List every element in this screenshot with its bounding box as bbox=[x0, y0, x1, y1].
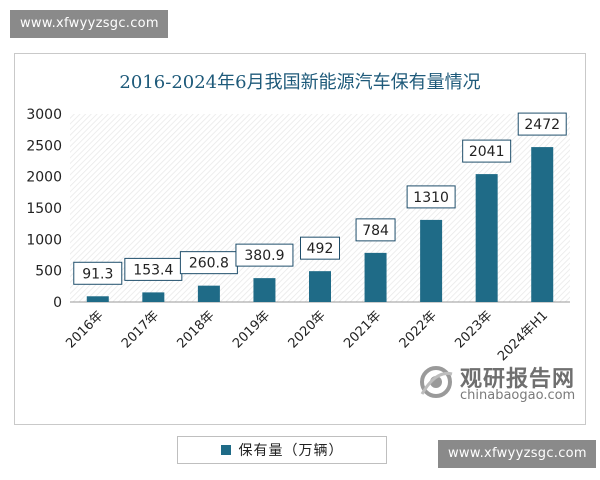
y-tick-label: 2500 bbox=[26, 138, 62, 154]
data-label: 91.3 bbox=[82, 266, 113, 282]
y-tick-label: 2000 bbox=[26, 170, 62, 186]
data-label-box bbox=[300, 236, 340, 260]
legend-label: 保有量（万辆） bbox=[238, 443, 344, 459]
x-tick-label: 2020年 bbox=[286, 308, 329, 351]
x-tick-label: 2019年 bbox=[230, 308, 273, 351]
data-label-box bbox=[355, 218, 396, 242]
data-label-box bbox=[406, 185, 456, 209]
x-tick-label: 2021年 bbox=[341, 308, 384, 351]
data-label: 1310 bbox=[413, 190, 449, 206]
bar bbox=[197, 285, 220, 302]
bar bbox=[475, 174, 498, 302]
bar bbox=[531, 147, 554, 302]
legend-swatch bbox=[220, 445, 231, 455]
logo-domain: chinabaogao.com bbox=[460, 388, 576, 403]
data-label-box bbox=[73, 261, 123, 285]
data-label: 260.8 bbox=[189, 256, 229, 272]
y-tick-label: 1000 bbox=[26, 232, 62, 248]
x-tick-label: 2023年 bbox=[452, 308, 495, 351]
logo-name: 观研报告网 bbox=[460, 367, 576, 392]
data-label: 784 bbox=[362, 223, 389, 239]
data-label-box bbox=[235, 243, 294, 267]
data-label: 492 bbox=[307, 241, 334, 257]
bar bbox=[420, 219, 443, 302]
bar bbox=[86, 296, 109, 302]
x-axis: 2016年 2017年 2018年 2019年 2020年 2021年 2022年 2023年… bbox=[63, 308, 551, 364]
x-tick-label: 2017年 bbox=[119, 308, 162, 351]
chart-frame: 2016-2024年6月我国新能源汽车保有量情况 0 500 1000 1500 200… bbox=[14, 53, 586, 464]
bars bbox=[86, 147, 554, 302]
bar bbox=[142, 292, 165, 302]
bar-chart: 2016-2024年6月我国新能源汽车保有量情况 0 500 1000 1500 200… bbox=[26, 72, 570, 364]
x-tick-label: 2016年 bbox=[63, 308, 106, 351]
y-tick-label: 3000 bbox=[26, 107, 62, 123]
legend: 保有量（万辆） bbox=[177, 436, 387, 464]
data-label: 153.4 bbox=[133, 262, 173, 278]
x-tick-label: 2018年 bbox=[175, 308, 218, 351]
logo-icon bbox=[420, 366, 453, 398]
data-labels: 91.3 153.4 260.8 380.9 492 784 1310 2041 2472 bbox=[73, 112, 567, 285]
chart-title: 2016-2024年6月我国新能源汽车保有量情况 bbox=[119, 72, 480, 93]
x-tick-label: 2024年H1 bbox=[495, 308, 551, 364]
watermark-bottom: www.xfwyyzsgc.com bbox=[438, 440, 596, 468]
y-tick-label: 1500 bbox=[26, 201, 62, 217]
bar bbox=[253, 278, 276, 302]
data-label-box bbox=[462, 139, 512, 163]
y-tick-label: 0 bbox=[53, 295, 62, 311]
bar bbox=[364, 252, 387, 302]
bar bbox=[309, 271, 331, 302]
data-label: 380.9 bbox=[244, 248, 284, 264]
data-label-box bbox=[517, 112, 567, 136]
data-label: 2472 bbox=[524, 117, 560, 133]
x-tick-label: 2022年 bbox=[397, 308, 440, 351]
watermark-top: www.xfwyyzsgc.com bbox=[10, 10, 168, 38]
data-label: 2041 bbox=[469, 144, 505, 160]
y-tick-label: 500 bbox=[35, 264, 62, 280]
